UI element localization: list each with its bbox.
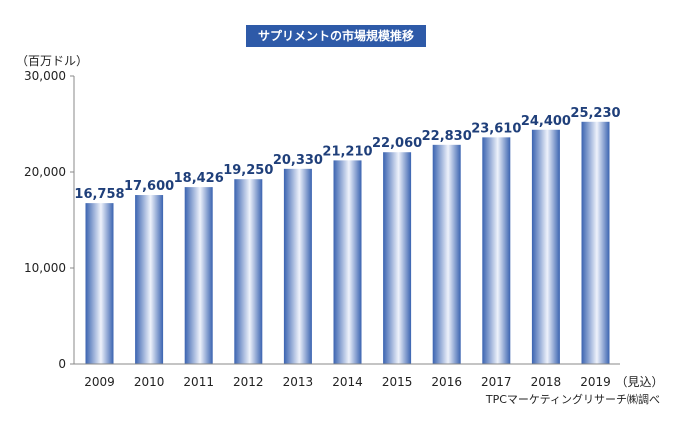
x-tick-label: 2018 [531, 375, 562, 389]
x-tick-label: 2017 [481, 375, 512, 389]
y-axis-unit-label: （百万ドル） [16, 54, 89, 68]
bar [184, 187, 213, 364]
chart-title: サプリメントの市場規模推移 [246, 25, 427, 47]
data-label: 21,210 [322, 144, 372, 159]
x-tick-label: 2009 [84, 375, 115, 389]
data-label: 16,758 [74, 187, 124, 202]
y-tick-label: 30,000 [24, 69, 66, 83]
bar [333, 160, 362, 364]
bar [432, 144, 461, 364]
source-note: TPCマーケティングリサーチ㈱調べ [485, 393, 660, 406]
x-axis: 2009 2010 2011 2012 2013 2014 2015 2016 2017 2018… [74, 363, 664, 389]
bar [283, 168, 312, 364]
data-label: 24,400 [521, 114, 571, 129]
data-label: 23,610 [471, 121, 521, 136]
y-axis: 0 10,000 20,000 30,000 [24, 69, 75, 371]
data-label: 19,250 [223, 163, 273, 178]
y-tick-label: 20,000 [24, 165, 66, 179]
bar [531, 129, 560, 364]
data-label: 22,830 [422, 129, 472, 144]
data-label: 18,426 [174, 171, 224, 186]
x-tick-label: 2015 [382, 375, 413, 389]
data-label: 25,230 [570, 106, 620, 121]
bar [234, 179, 263, 364]
x-tick-label: 2016 [431, 375, 462, 389]
x-tick-label: 2013 [283, 375, 314, 389]
data-label: 20,330 [273, 153, 323, 168]
x-tick-label: 2012 [233, 375, 264, 389]
y-tick-label: 10,000 [24, 261, 66, 275]
bars: 16,75817,60018,42619,25020,33021,21022,0… [74, 106, 621, 365]
data-label: 17,600 [124, 179, 174, 194]
bar [85, 203, 114, 364]
y-tick-label: 0 [58, 357, 66, 371]
data-label: 22,060 [372, 136, 422, 151]
bar [135, 195, 164, 364]
x-tick-label: 2011 [183, 375, 214, 389]
x-tick-suffix: （見込） [616, 375, 664, 389]
x-tick-label: 2014 [332, 375, 363, 389]
bar [383, 152, 412, 364]
x-tick-label: 2019 [580, 375, 611, 389]
bar [482, 137, 511, 364]
bar [581, 121, 610, 365]
x-tick-label: 2010 [134, 375, 165, 389]
